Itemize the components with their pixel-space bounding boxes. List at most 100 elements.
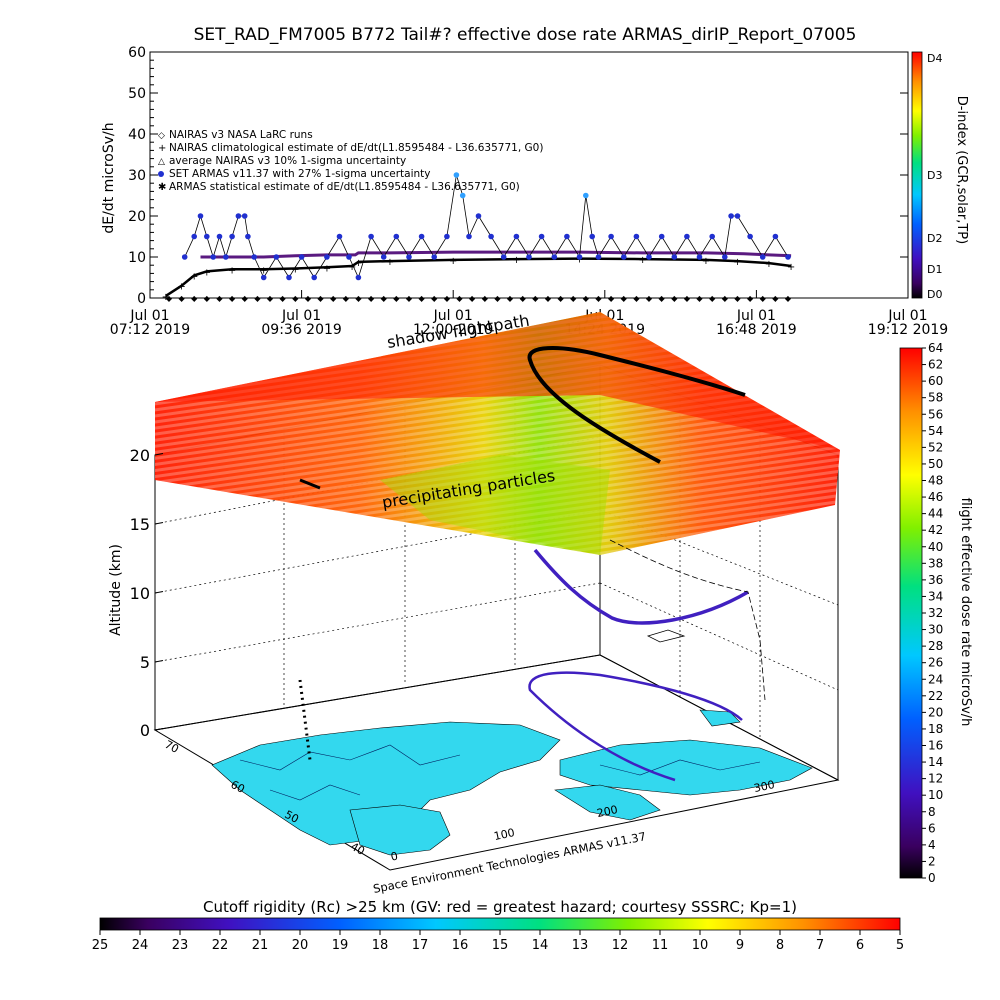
data-point [191,233,197,240]
rigidity-colorbar-title: Cutoff rigidity (Rc) >25 km (GV: red = g… [203,898,797,916]
floor-x-tick-label: 300 [753,778,776,795]
nairas-runs-markers: ◆ ◆ ◆ ◆ ◆ ◆ ◆ ◆ ◆ ◆ ◆ ◆ ◆ ◆ ◆ ◆ ◆ ◆ ◆ ◆ ◆ ◆ ◆ ◆ ◆ ◆ ◆ ◆ ◆ ◆ ◆ ◆ ◆ ◆ ◆ ◆ ◆ ◆ ◆ ◆… [166,294,792,303]
data-point: ◆ [204,294,211,303]
legend-item-nairas-average: △ average NAIRAS v3 10% 1-sigma uncertai… [158,155,406,167]
data-point [576,254,583,260]
data-point: ◆ [254,294,261,303]
z-tick-label: 20 [130,446,150,465]
data-point [324,254,330,260]
floor-x-tick-label: 200 [596,803,619,820]
data-point [488,233,494,240]
x-tick-label: 09:36 2019 [261,322,341,338]
data-point: ◆ [216,294,223,303]
data-point [759,254,766,260]
data-point [709,233,715,240]
dose-tick-label: 8 [928,805,936,819]
svg-text:average NAIRAS v3 10% 1-sigma: average NAIRAS v3 10% 1-sigma uncertaint… [169,155,406,167]
rigidity-tick-label: 5 [896,938,904,953]
data-point [747,233,753,240]
svg-text:SET ARMAS v11.37 with 27% 1-si: SET ARMAS v11.37 with 27% 1-sigma uncert… [169,168,431,180]
dose-tick-label: 50 [928,457,943,471]
3d-plot: shadow flightpath precipitating particle… [108,311,840,896]
data-point: + [733,257,741,268]
y-tick-label: 50 [128,86,146,102]
data-point: + [765,259,773,270]
data-point [229,233,235,240]
data-point: ◆ [381,294,388,303]
data-point: ◆ [722,294,729,303]
rigidity-tick-label: 23 [172,938,189,953]
rigidity-tick-label: 20 [292,938,309,953]
series-layer: +++ + + + + + ++ + + + + + + + + +◆ ◆ ◆ ◆ ◆ ◆ ◆ ◆ ◆ ◆ ◆ ◆ ◆ ◆ ◆ ◆ ◆ ◆ ◆ ◆ ◆… [162,172,795,303]
rigidity-tick-label: 8 [776,938,784,953]
rigidity-tick-label: 25 [92,938,109,953]
dose-tick-label: 54 [928,424,943,438]
data-point: ◆ [191,294,198,303]
dose-tick-label: 4 [928,838,936,852]
data-point: ◆ [570,294,577,303]
rigidity-tick-label: 6 [856,938,864,953]
floor-y-tick-label: 50 [282,808,300,826]
data-point: ◆ [393,294,400,303]
dose-tick-label: 44 [928,507,943,521]
svg-text:✱: ✱ [158,182,166,193]
dose-tick-label: 48 [928,474,943,488]
dose-tick-label: 28 [928,639,943,653]
data-point [336,233,343,240]
d-index-label: D-index (GCR,solar,TP) [954,96,969,244]
data-point: + [386,257,394,268]
rigidity-tick-label: 14 [532,938,549,953]
data-point [728,213,734,219]
data-point: ◆ [368,294,375,303]
data-point: ◆ [242,294,249,303]
d-index-tick: D3 [927,169,942,182]
y-tick-labels: 0 10 20 30 40 50 60 [128,45,908,307]
data-point: ◆ [747,294,754,303]
y-tick-label: 10 [128,250,146,266]
dose-tick-label: 46 [928,490,943,504]
data-point [621,254,627,260]
data-point [406,254,412,260]
data-point [734,213,741,219]
z-tick-label: 15 [130,515,150,534]
data-point: + [575,255,583,266]
data-point: ◆ [507,294,514,303]
legend-item-armas-statistical: ✱ ARMAS statistical estimate of dE/dt(L1… [158,181,520,193]
dose-tick-labels: 0246810121416182022242628303234363840424… [922,341,943,885]
series-2 [181,172,791,281]
data-point [671,254,678,260]
rigidity-tick-label: 13 [572,938,589,953]
svg-text:ARMAS statistical estimate of: ARMAS statistical estimate of dE/dt(L1.8… [169,181,520,193]
dose-tick-label: 32 [928,606,943,620]
floor-x-tick-label: 0 [389,849,399,863]
data-point: + [354,258,362,269]
data-point: ◆ [330,294,337,303]
z-tick [154,453,164,456]
data-point: + [190,271,198,282]
data-point [589,233,595,240]
z-tick [154,728,164,731]
data-point: ◆ [355,294,362,303]
data-point [431,254,438,260]
data-point: ◆ [229,294,236,303]
z-tick-labels: 0 5 10 15 20 [130,446,164,740]
rigidity-tick-label: 15 [492,938,509,953]
data-point [260,274,267,281]
data-point: ◆ [520,294,527,303]
data-point: + [323,263,331,274]
data-point [526,254,532,260]
data-point [658,233,665,240]
data-point [311,274,318,281]
chart-title: SET_RAD_FM7005 B772 Tail#? effective dos… [194,25,857,45]
z-tick-label: 5 [140,653,150,672]
data-point: ◆ [671,294,678,303]
data-point [500,254,507,260]
dose-tick-label: 36 [928,573,943,587]
d-index-tick: D1 [927,263,942,276]
data-point: + [291,265,299,276]
data-point: ◆ [595,294,602,303]
data-point: ◆ [684,294,691,303]
y-tick-label: 20 [128,209,146,225]
data-point [684,233,690,240]
data-point [696,254,703,260]
